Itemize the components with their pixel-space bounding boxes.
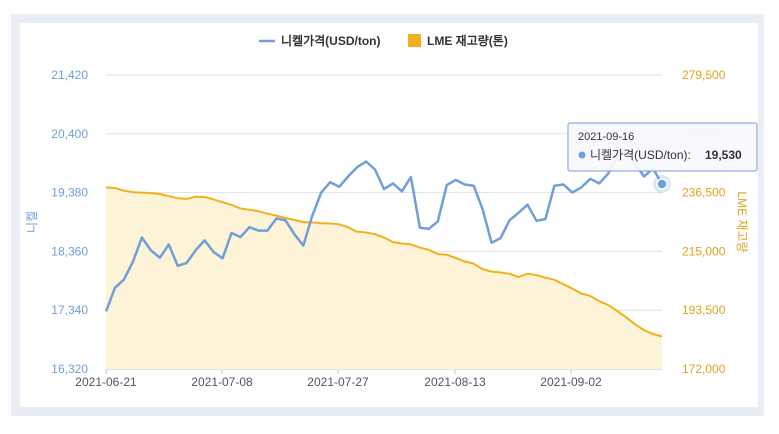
left-axis-title: 니켈 xyxy=(25,211,39,233)
lme-stock-area xyxy=(106,187,662,369)
hover-point xyxy=(656,178,668,190)
tooltip-label: 니켈가격(USD/ton): xyxy=(590,148,691,162)
right-tick-label: 172,000 xyxy=(682,362,726,376)
left-tick-label: 17,340 xyxy=(51,303,88,317)
left-tick-label: 18,360 xyxy=(51,244,88,258)
lme-stock-line xyxy=(105,186,663,338)
tooltip: 2021-09-16 니켈가격(USD/ton): 19,530 xyxy=(567,122,758,172)
legend-stock-swatch xyxy=(408,34,421,47)
left-tick-label: 20,400 xyxy=(51,127,88,141)
lme-stock-fill xyxy=(106,187,662,369)
legend-stock-label: LME 재고량(톤) xyxy=(427,34,508,48)
x-tick-label: 2021-09-02 xyxy=(540,375,602,389)
right-tick-label: 215,000 xyxy=(682,244,726,258)
series-lines xyxy=(104,149,664,338)
tooltip-series-dot xyxy=(578,151,586,159)
x-tick-label: 2021-07-27 xyxy=(307,375,369,389)
tooltip-value: 19,530 xyxy=(705,148,742,162)
x-tick-label: 2021-08-13 xyxy=(424,375,486,389)
legend-price-label: 니켈가격(USD/ton) xyxy=(281,33,380,48)
nickel-price-line xyxy=(104,149,664,312)
left-tick-label: 19,380 xyxy=(51,186,88,200)
x-tick-label: 2021-07-08 xyxy=(191,375,253,389)
right-tick-label: 193,500 xyxy=(682,303,726,317)
tooltip-box xyxy=(567,122,758,172)
left-tick-label: 21,420 xyxy=(51,68,88,82)
right-tick-label: 279,500 xyxy=(682,68,726,82)
tooltip-date: 2021-09-16 xyxy=(578,131,634,143)
hover-marker xyxy=(653,174,671,193)
left-tick-label: 16,320 xyxy=(51,362,88,376)
right-tick-label: 236,500 xyxy=(682,186,726,200)
x-tick-label: 2021-06-21 xyxy=(75,375,137,389)
right-axis-title: LME 재고량 xyxy=(735,191,749,252)
legend[interactable]: 니켈가격(USD/ton) LME 재고량(톤) xyxy=(259,33,508,48)
